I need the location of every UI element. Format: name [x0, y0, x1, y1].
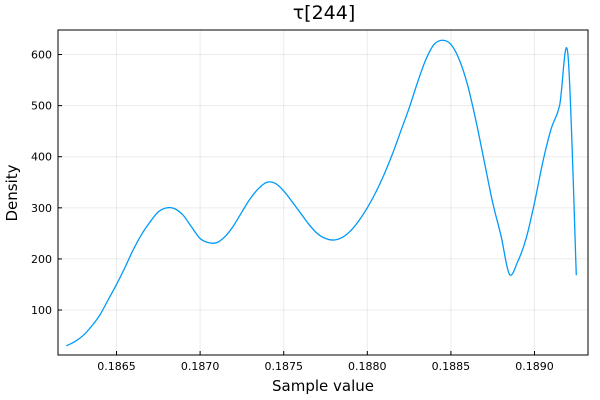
y-tick-label: 200	[31, 253, 52, 266]
x-tick-label: 0.1890	[515, 360, 554, 373]
y-axis-label: Density	[3, 164, 21, 221]
y-tick-label: 600	[31, 49, 52, 62]
x-axis-ticks: 0.1865 0.1870 0.1875 0.1880 0.1885 0.1890	[97, 351, 554, 373]
x-tick-label: 0.1875	[264, 360, 303, 373]
x-tick-label: 0.1870	[181, 360, 220, 373]
x-tick-label: 0.1880	[348, 360, 387, 373]
x-tick-label: 0.1885	[432, 360, 471, 373]
chart-title: τ[244]	[293, 2, 356, 24]
y-tick-label: 500	[31, 100, 52, 113]
plot-frame	[57, 29, 589, 356]
y-tick-label: 100	[31, 304, 52, 317]
x-axis-label: Sample value	[272, 377, 374, 395]
y-tick-label: 400	[31, 151, 52, 164]
density-line	[66, 39, 577, 347]
y-axis-ticks: 100 200 300 400 500 600	[31, 49, 62, 317]
y-tick-label: 300	[31, 202, 52, 215]
grid	[58, 30, 588, 355]
x-tick-label: 0.1865	[97, 360, 136, 373]
